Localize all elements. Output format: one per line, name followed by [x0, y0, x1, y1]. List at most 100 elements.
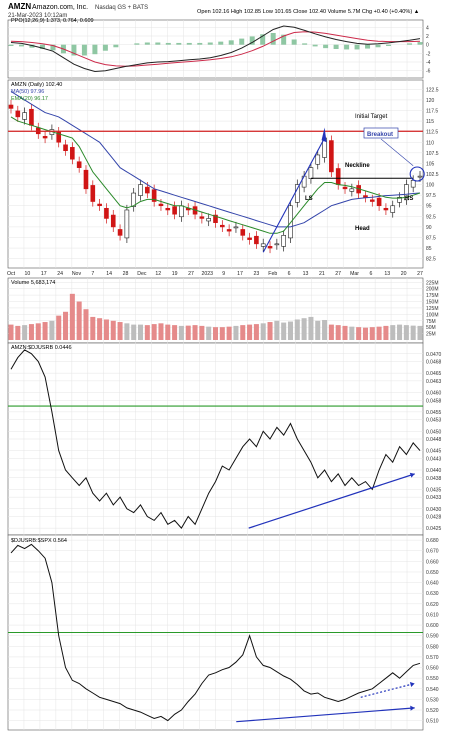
y-tick-label: 0.0458 — [426, 398, 442, 404]
y-tick-label: 0.0470 — [426, 352, 442, 358]
volume-bar — [212, 327, 219, 340]
y-tick-label: 0.620 — [426, 602, 439, 608]
candle-body — [165, 207, 171, 211]
volume-bar — [206, 326, 212, 340]
y-tick-label: 0.0453 — [426, 418, 442, 424]
candle-body — [56, 131, 62, 143]
x-tick-label: Dec — [137, 271, 147, 277]
ppo-signal-line — [10, 31, 421, 67]
x-tick-label: 23 — [254, 271, 260, 277]
candle-body — [308, 167, 314, 179]
y-tick-label: 4 — [426, 25, 429, 31]
volume-bar — [63, 311, 69, 340]
x-tick-label: 6 — [369, 271, 372, 277]
volume-bar — [247, 324, 253, 340]
volume-bar — [287, 321, 293, 340]
neckline-label: Neckline — [345, 163, 370, 169]
ticker-symbol: AMZN — [8, 2, 31, 11]
volume-bar — [301, 318, 307, 340]
y-tick-label: 0.0443 — [426, 456, 442, 462]
candle-body — [267, 246, 273, 249]
y-tick-label: 0.520 — [426, 708, 439, 714]
y-tick-label: 0.660 — [426, 559, 439, 565]
price-legend-title: AMZN (Daily) 102.40 — [11, 82, 62, 88]
volume-bar — [390, 325, 396, 340]
ppo-histogram-bar — [29, 44, 35, 48]
candle-body — [397, 196, 402, 203]
candle-body — [63, 144, 68, 152]
x-tick-label: 28 — [123, 271, 129, 277]
company-name: Amazon.com, Inc. — [32, 4, 88, 11]
y-tick-label: 0.0448 — [426, 437, 442, 443]
y-tick-label: 0.640 — [426, 581, 439, 587]
ppo-histogram-bar — [228, 40, 234, 45]
volume-bar — [144, 325, 150, 340]
y-tick-label: 50M — [426, 325, 436, 331]
rs-label: RS — [405, 196, 413, 202]
breakout-circle — [409, 166, 425, 182]
exchange-label: Nasdaq GS + BATS — [95, 5, 148, 11]
y-tick-label: 0.580 — [426, 644, 439, 650]
y-tick-label: 0.0450 — [426, 429, 442, 435]
ppo-histogram-bar — [207, 42, 213, 45]
djusrb-spx-line — [10, 543, 421, 722]
volume-bar — [8, 324, 14, 340]
x-tick-label: 27 — [335, 271, 341, 277]
y-tick-label: 0.540 — [426, 687, 439, 693]
ppo-histogram-bar — [344, 44, 350, 50]
y-tick-label: 0.0468 — [426, 360, 442, 366]
volume-legend: Volume 5,683,174 — [11, 280, 55, 286]
y-tick-label: 122.5 — [426, 87, 439, 93]
trendline-dashed-arrow-head — [409, 682, 415, 688]
y-tick-label: 0.0455 — [426, 410, 442, 416]
ppo-histogram-bar — [176, 42, 182, 45]
ppo-histogram-bar — [312, 44, 318, 47]
volume-bar — [342, 325, 348, 340]
y-tick-label: 0.550 — [426, 676, 439, 682]
y-tick-label: 0.0465 — [426, 371, 442, 377]
ema20-line — [10, 116, 421, 234]
x-tick-label: 20 — [401, 271, 407, 277]
x-tick-label: 21 — [319, 271, 325, 277]
trendline-arrow — [248, 473, 415, 529]
y-tick-label: 92.5 — [426, 214, 436, 220]
candle-body — [274, 243, 280, 246]
y-tick-label: -4 — [426, 60, 431, 66]
y-tick-label: 0.630 — [426, 591, 439, 597]
ppo-histogram-bar — [386, 44, 392, 46]
ema-legend: EMA(20) 96.17 — [11, 96, 48, 102]
volume-bar — [69, 293, 75, 340]
volume-bar — [226, 326, 232, 340]
ppo-histogram-bar — [8, 44, 14, 46]
volume-bar — [117, 322, 123, 340]
ppo-histogram-bar — [323, 44, 329, 49]
candle-body — [335, 168, 341, 185]
candle-body — [254, 235, 259, 245]
y-tick-label: 0.0438 — [426, 476, 442, 482]
volume-bar — [233, 325, 239, 340]
ppo-histogram-bar — [144, 42, 150, 45]
x-tick-label: 10 — [24, 271, 30, 277]
y-tick-label: 175M — [426, 293, 439, 299]
ppo-histogram-bar — [18, 44, 24, 47]
candle-body — [199, 216, 205, 219]
breakout-pointer — [380, 138, 414, 166]
breakout-box — [363, 127, 399, 139]
y-tick-label: 120 — [426, 98, 435, 104]
candle-body — [15, 110, 21, 118]
candle-body — [410, 180, 416, 188]
volume-bar — [28, 324, 34, 340]
volume-bar — [328, 324, 334, 340]
candle-body — [158, 203, 164, 207]
y-tick-label: 115 — [426, 119, 434, 125]
y-tick-label: 0.0460 — [426, 391, 442, 397]
y-tick-label: 97.5 — [426, 193, 436, 199]
y-tick-label: 82.5 — [426, 257, 436, 263]
y-tick-label: -2 — [426, 51, 431, 57]
candle-body — [8, 104, 14, 109]
volume-bar — [151, 324, 157, 340]
quote-line: Open 102.16 High 102.85 Low 101.65 Close… — [197, 9, 419, 15]
candle-body — [288, 205, 293, 239]
volume-bar — [335, 325, 341, 340]
y-tick-label: 0.600 — [426, 623, 439, 629]
